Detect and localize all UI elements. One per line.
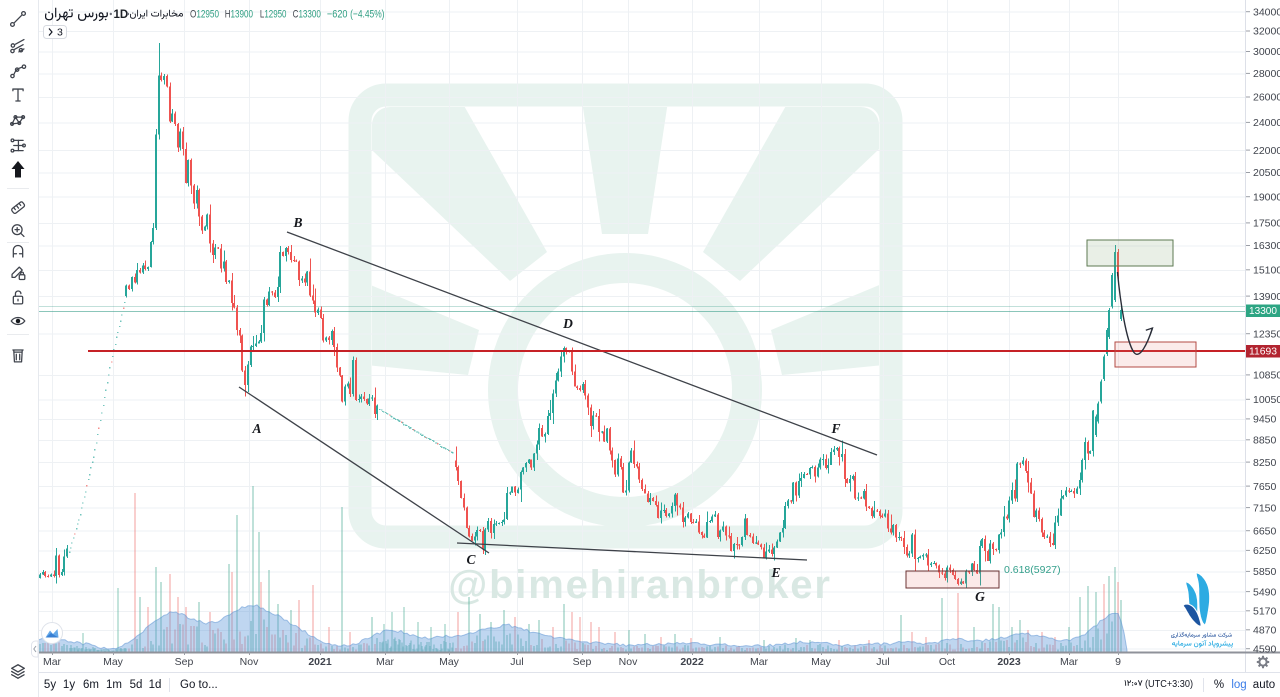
svg-text:1y: 1y: [63, 679, 75, 691]
svg-text:Mar: Mar: [750, 656, 769, 668]
svg-text:(UTC+3:30): (UTC+3:30): [1145, 679, 1193, 690]
svg-text:8850: 8850: [1253, 435, 1277, 447]
svg-text:26000: 26000: [1253, 92, 1280, 104]
svg-text:D: D: [562, 316, 573, 331]
svg-text:Oct: Oct: [939, 656, 955, 668]
svg-text:19000: 19000: [1253, 191, 1280, 203]
svg-text:auto: auto: [1253, 679, 1275, 691]
svg-text:F: F: [830, 421, 840, 436]
svg-text:5850: 5850: [1253, 566, 1277, 578]
svg-text:5d: 5d: [130, 679, 143, 691]
svg-text:L12950: L12950: [260, 9, 287, 21]
svg-text:9450: 9450: [1253, 414, 1277, 426]
svg-text:Sep: Sep: [573, 656, 592, 668]
svg-text:6650: 6650: [1253, 525, 1277, 537]
svg-text:8250: 8250: [1253, 457, 1277, 469]
svg-text:O12950: O12950: [190, 9, 219, 21]
svg-text:1D: 1D: [114, 9, 129, 21]
svg-text:Sep: Sep: [175, 656, 194, 668]
svg-text:34000: 34000: [1253, 6, 1280, 18]
svg-text:Mar: Mar: [43, 656, 62, 668]
svg-text:10050: 10050: [1253, 394, 1280, 406]
svg-text:28000: 28000: [1253, 68, 1280, 80]
svg-text:Jul: Jul: [876, 656, 889, 668]
svg-text:5490: 5490: [1253, 586, 1277, 598]
svg-text:Nov: Nov: [619, 656, 638, 668]
svg-text:30000: 30000: [1253, 46, 1280, 58]
svg-text:3: 3: [57, 27, 63, 39]
svg-text:5y: 5y: [44, 679, 56, 691]
svg-text:A: A: [251, 421, 261, 436]
svg-text:E: E: [770, 565, 780, 580]
svg-text:−620: −620: [327, 9, 348, 21]
svg-text:11693: 11693: [1249, 346, 1277, 358]
svg-text:15100: 15100: [1253, 265, 1280, 277]
svg-text:22000: 22000: [1253, 145, 1280, 157]
svg-text:H13900: H13900: [225, 9, 253, 21]
svg-text:5170: 5170: [1253, 606, 1277, 618]
svg-text:C13300: C13300: [293, 9, 321, 21]
svg-text:May: May: [439, 656, 460, 668]
svg-text:9: 9: [1115, 656, 1121, 668]
svg-text:0.618(5927): 0.618(5927): [1004, 564, 1061, 576]
svg-text:1d: 1d: [149, 679, 162, 691]
svg-text:(−4.45%): (−4.45%): [350, 9, 384, 21]
svg-text:32000: 32000: [1253, 26, 1280, 38]
svg-text:13900: 13900: [1253, 291, 1280, 303]
svg-text:20500: 20500: [1253, 167, 1280, 179]
svg-text:17500: 17500: [1253, 218, 1280, 230]
svg-text:Mar: Mar: [376, 656, 395, 668]
svg-text:C: C: [466, 552, 476, 567]
svg-text:B: B: [292, 215, 302, 230]
svg-text:2022: 2022: [680, 656, 704, 668]
svg-text:2021: 2021: [308, 656, 332, 668]
svg-text:May: May: [811, 656, 832, 668]
svg-text:Nov: Nov: [240, 656, 259, 668]
svg-text:12350: 12350: [1253, 328, 1280, 340]
svg-text:%: %: [1214, 679, 1224, 691]
svg-text:7650: 7650: [1253, 481, 1277, 493]
svg-text:2023: 2023: [997, 656, 1021, 668]
svg-text:1m: 1m: [106, 679, 122, 691]
svg-text:Go to...: Go to...: [180, 679, 218, 691]
svg-text:13300: 13300: [1249, 305, 1277, 317]
svg-text:4590: 4590: [1253, 643, 1277, 655]
svg-text:7150: 7150: [1253, 502, 1277, 514]
svg-text:Jul: Jul: [510, 656, 523, 668]
svg-text:6m: 6m: [83, 679, 99, 691]
svg-text:G: G: [975, 589, 985, 604]
svg-text:6250: 6250: [1253, 545, 1277, 557]
svg-text:24000: 24000: [1253, 117, 1280, 129]
svg-text:16300: 16300: [1253, 240, 1280, 252]
svg-text:May: May: [103, 656, 124, 668]
svg-text:Mar: Mar: [1060, 656, 1079, 668]
svg-text:@bimehiranbroker: @bimehiranbroker: [448, 563, 831, 607]
svg-text:4870: 4870: [1253, 625, 1277, 637]
svg-text:log: log: [1231, 679, 1246, 691]
svg-text:10850: 10850: [1253, 370, 1280, 382]
